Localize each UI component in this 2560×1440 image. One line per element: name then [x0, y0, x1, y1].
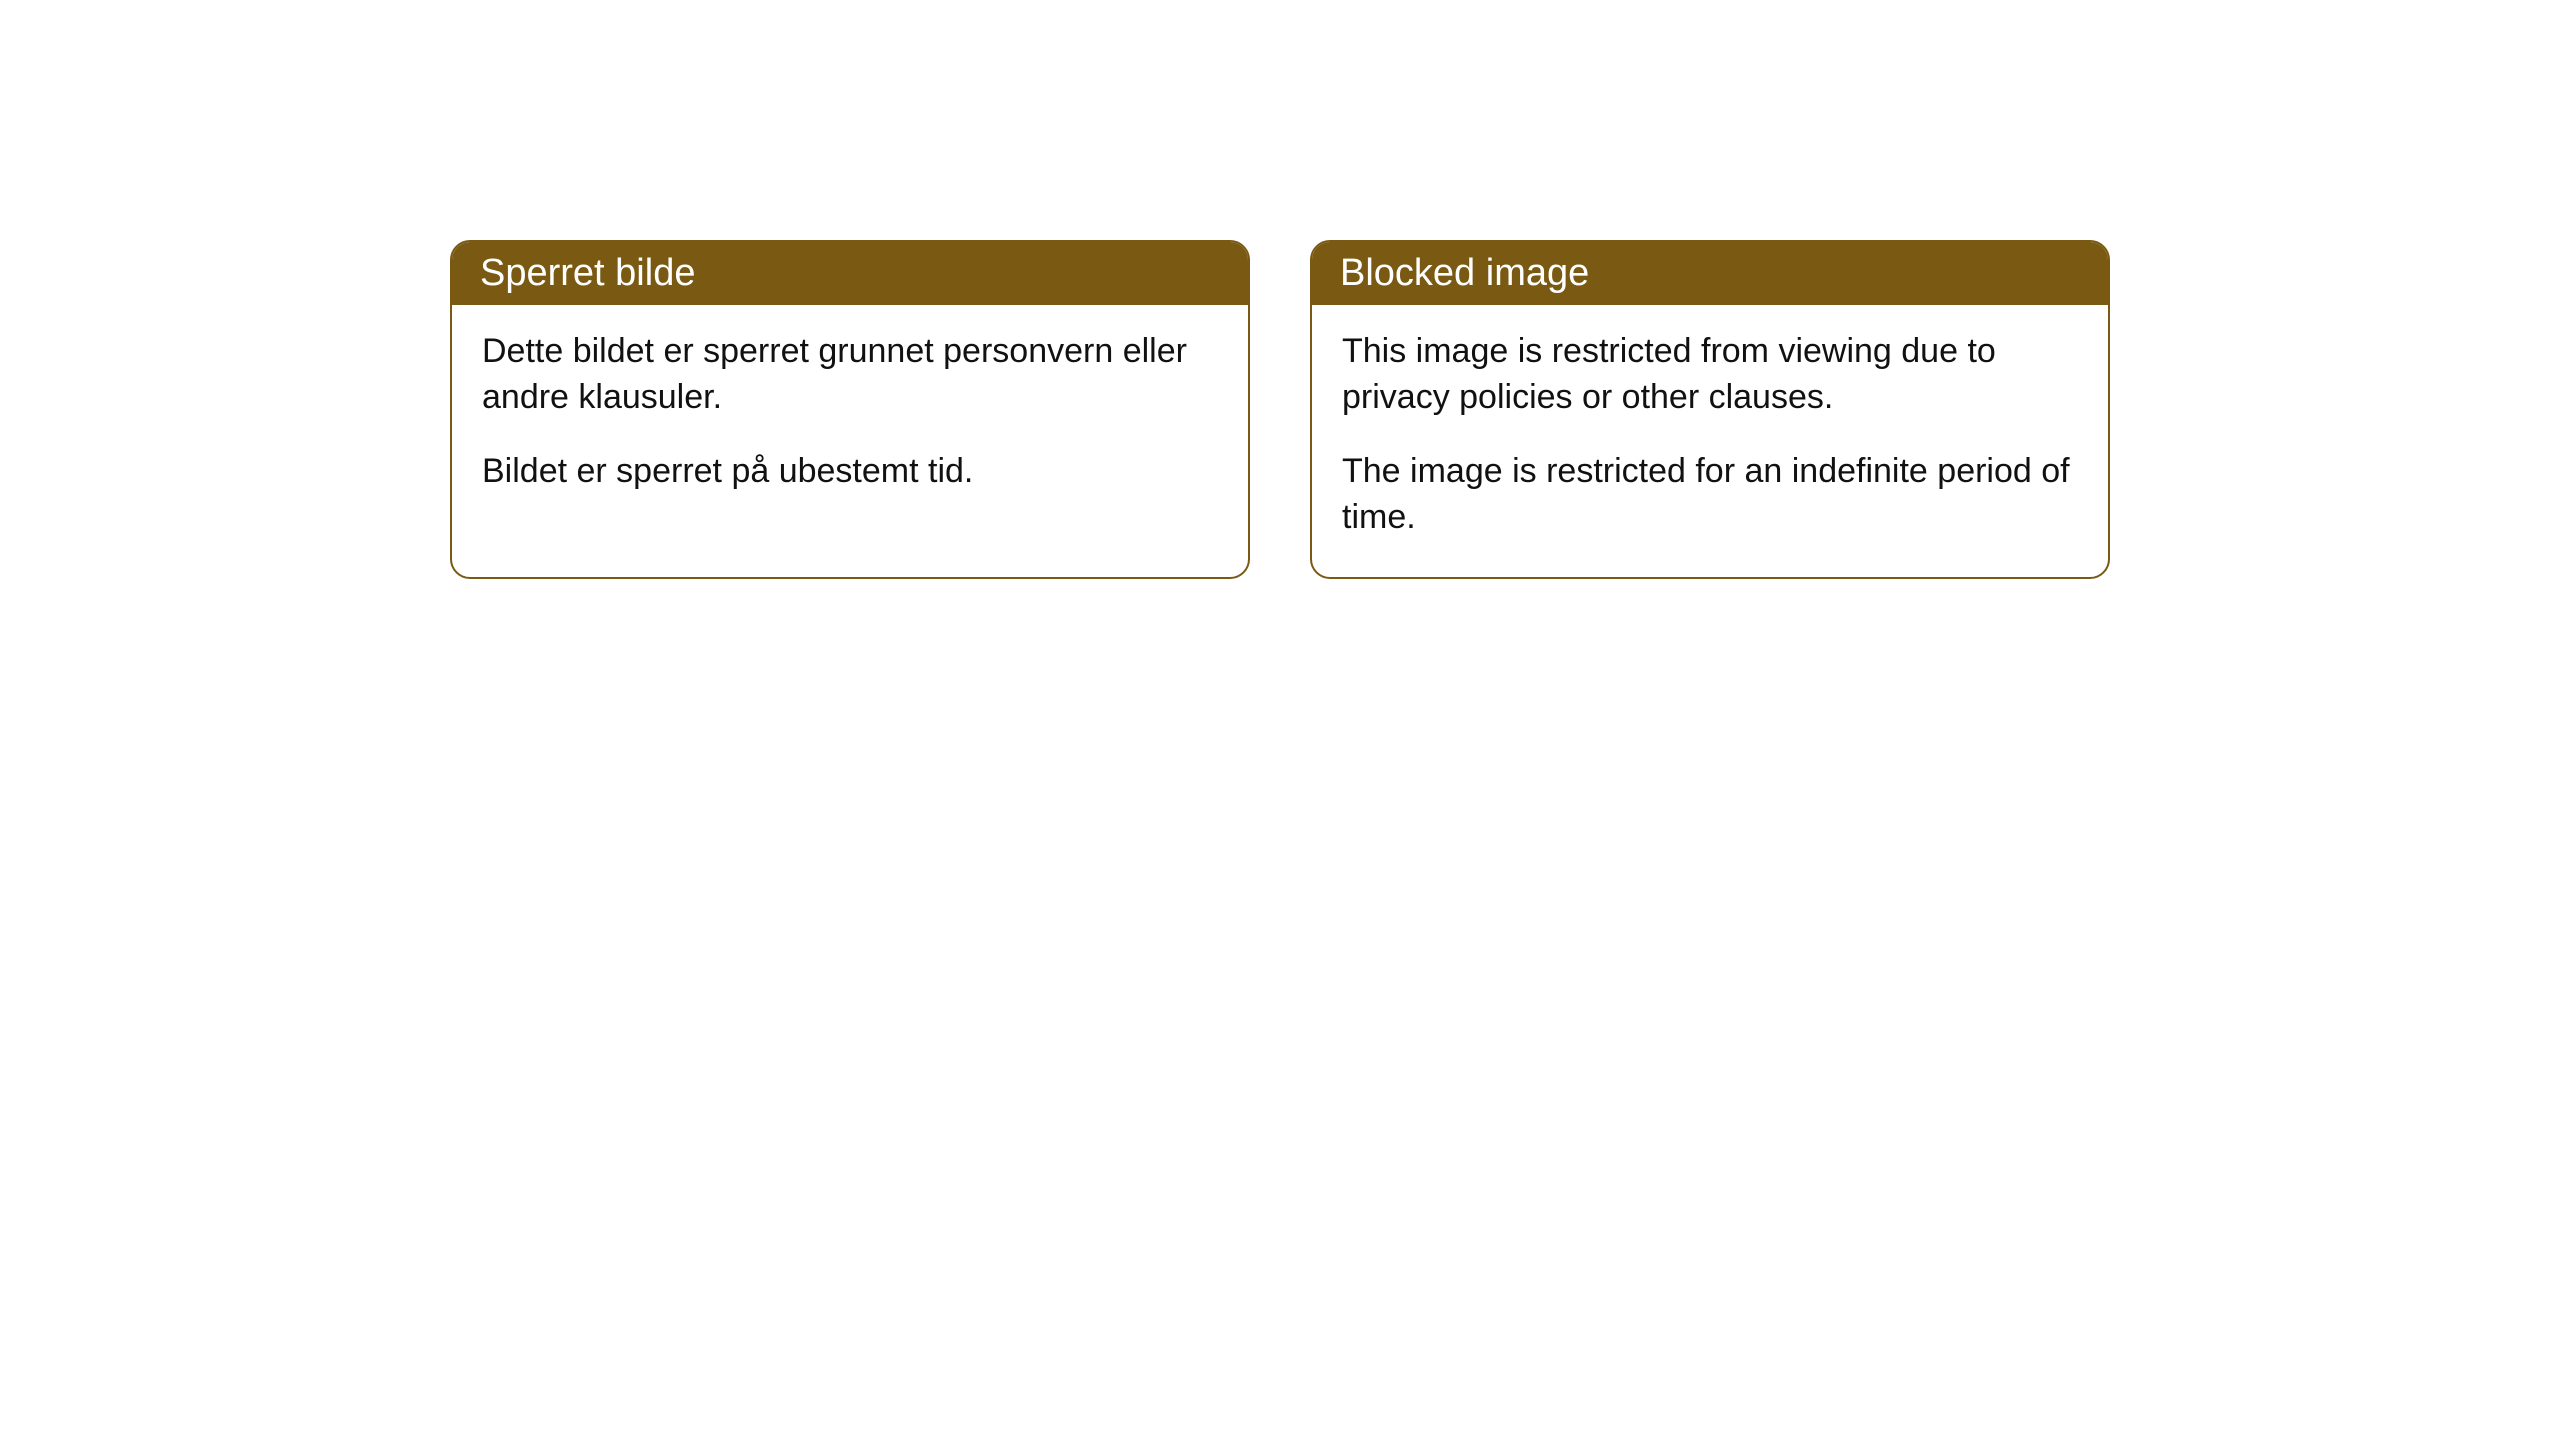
- card-body: This image is restricted from viewing du…: [1312, 305, 2108, 577]
- card-header: Sperret bilde: [452, 242, 1248, 305]
- card-paragraph-2: The image is restricted for an indefinit…: [1342, 449, 2078, 541]
- card-paragraph-2: Bildet er sperret på ubestemt tid.: [482, 449, 1218, 495]
- card-title: Blocked image: [1340, 252, 1589, 294]
- notice-container: Sperret bilde Dette bildet er sperret gr…: [450, 240, 2110, 579]
- card-body: Dette bildet er sperret grunnet personve…: [452, 305, 1248, 531]
- notice-card-norwegian: Sperret bilde Dette bildet er sperret gr…: [450, 240, 1250, 579]
- card-title: Sperret bilde: [480, 252, 695, 294]
- card-header: Blocked image: [1312, 242, 2108, 305]
- card-paragraph-1: This image is restricted from viewing du…: [1342, 329, 2078, 421]
- notice-card-english: Blocked image This image is restricted f…: [1310, 240, 2110, 579]
- card-paragraph-1: Dette bildet er sperret grunnet personve…: [482, 329, 1218, 421]
